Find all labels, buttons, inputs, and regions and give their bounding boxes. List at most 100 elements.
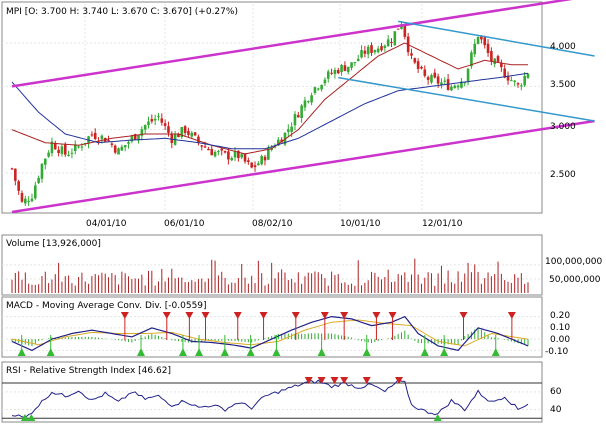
candle-body — [217, 151, 220, 153]
candle-body — [120, 146, 124, 151]
macd-sell-signal-marker — [185, 312, 194, 319]
macd-signal-line — [11, 319, 529, 347]
macd-sell-signal-marker — [320, 312, 329, 319]
candle-body — [153, 118, 157, 121]
candle-body — [240, 154, 244, 158]
rsi-ytick-label: 60 — [550, 387, 562, 397]
candle-body — [356, 58, 360, 61]
candle-body — [263, 156, 267, 161]
candle-body — [490, 51, 493, 62]
candle-body — [10, 168, 14, 170]
candle-body — [296, 115, 300, 118]
channel-upper-line — [11, 0, 573, 88]
macd-buy-signal-marker — [178, 348, 187, 356]
macd-buy-signal-marker — [46, 348, 55, 356]
macd-sell-signal-marker — [291, 312, 300, 319]
candle-body — [63, 144, 67, 155]
candle-body — [277, 139, 280, 146]
price-xtick-label: 08/02/10 — [252, 219, 293, 229]
price-panel — [1, 1, 543, 214]
candle-body — [53, 143, 57, 150]
candle-body — [50, 141, 54, 154]
candle-body — [157, 116, 160, 118]
candle-body — [17, 181, 20, 191]
downtrend-upper-line — [398, 20, 595, 57]
price-xtick-label: 04/01/10 — [86, 219, 127, 229]
volume-ytick-label: 100,000,000 — [545, 257, 603, 267]
candle-body — [197, 136, 200, 143]
candle-body — [243, 153, 247, 162]
macd-buy-signal-marker — [491, 348, 500, 356]
candle-body — [353, 62, 357, 64]
rsi-line — [11, 379, 529, 419]
macd-buy-signal-marker — [440, 348, 449, 356]
candle-body — [133, 134, 137, 140]
moving-average-fast — [11, 42, 528, 155]
rsi-buy-signal-marker — [20, 414, 29, 421]
candle-body — [363, 50, 367, 54]
candle-body — [37, 177, 40, 183]
rsi-sell-signal-marker — [330, 377, 339, 384]
volume-panel-label: Volume [13,926,000] — [6, 239, 101, 249]
candle-body — [34, 185, 37, 199]
candle-body — [70, 152, 74, 154]
macd-buy-signal-marker — [17, 348, 26, 356]
price-xtick-label: 10/01/10 — [340, 219, 381, 229]
candle-body — [190, 132, 194, 137]
candle-body — [320, 84, 323, 90]
macd-sell-signal-marker — [459, 312, 468, 319]
macd-buy-signal-marker — [137, 348, 145, 356]
candle-body — [480, 36, 483, 40]
candle-body — [390, 41, 393, 43]
candle-body — [210, 148, 214, 156]
candle-body — [300, 105, 303, 119]
macd-ytick-label: 0.00 — [550, 335, 570, 345]
candle-body — [187, 130, 190, 135]
candle-body — [267, 148, 270, 160]
candle-body — [180, 127, 184, 138]
macd-ytick-label: -0.10 — [545, 347, 569, 357]
candle-body — [360, 50, 363, 58]
candle-body — [130, 136, 134, 142]
macd-buy-signal-marker — [420, 348, 429, 356]
macd-buy-signal-marker — [220, 348, 229, 356]
macd-ytick-label: 0.20 — [550, 311, 570, 321]
macd-panel — [1, 296, 543, 358]
candle-body — [67, 154, 70, 156]
candle-body — [20, 193, 24, 202]
chart-overlays — [11, 0, 595, 421]
candle-body — [220, 148, 224, 151]
candle-body — [380, 46, 383, 51]
candle-body — [420, 66, 423, 69]
rsi-sell-signal-marker — [395, 377, 403, 384]
candle-body — [386, 39, 390, 47]
candle-body — [293, 114, 297, 126]
candle-body — [107, 140, 110, 142]
candle-body — [486, 43, 490, 54]
macd-buy-signal-marker — [272, 348, 281, 356]
candle-body — [177, 134, 180, 138]
rsi-panel-label: RSI - Relative Strength Index [46.62] — [6, 366, 171, 376]
macd-buy-signal-marker — [362, 348, 371, 356]
candle-body — [383, 45, 387, 48]
candle-body — [520, 85, 523, 87]
candle-body — [476, 36, 480, 44]
macd-sell-signal-marker — [162, 312, 171, 319]
candle-body — [24, 198, 27, 204]
candle-body — [160, 118, 164, 123]
candle-body — [326, 71, 330, 79]
rsi-sell-signal-marker — [340, 377, 349, 384]
candle-body — [436, 76, 440, 84]
candle-body — [47, 152, 50, 157]
macd-sell-signal-marker — [233, 312, 242, 319]
price-ytick-label: 3.000 — [550, 122, 576, 132]
candle-body — [253, 165, 257, 168]
candle-body — [456, 85, 460, 88]
candle-body — [523, 75, 526, 86]
volume-ytick-label: 50,000,000 — [549, 275, 601, 285]
candle-body — [170, 133, 174, 143]
candle-body — [460, 81, 463, 88]
candle-body — [503, 68, 506, 78]
candle-body — [77, 146, 80, 148]
candle-body — [100, 135, 104, 140]
